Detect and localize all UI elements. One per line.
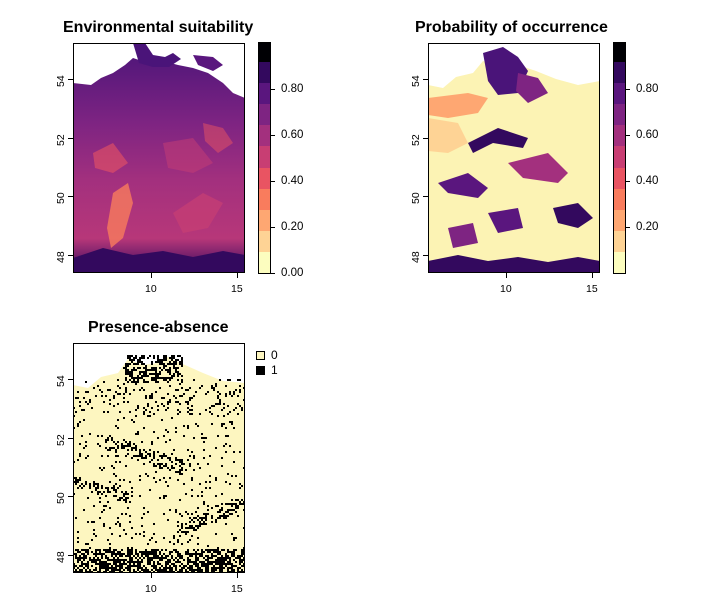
- y-tick: [68, 438, 73, 439]
- colorbar-segment: [614, 209, 625, 231]
- colorbar-segment: [259, 188, 270, 210]
- colorbar-segment: [259, 103, 270, 126]
- panel-title: Probability of occurrence: [415, 19, 608, 36]
- colorbar-label: 0.00: [281, 267, 304, 279]
- colorbar-segment: [259, 61, 270, 84]
- y-tick: [423, 79, 428, 80]
- map-raster: [73, 343, 245, 573]
- colorbar-tick: [626, 89, 630, 90]
- x-tick-label: 15: [231, 283, 243, 295]
- y-tick-label: 50: [410, 192, 422, 204]
- suitability-map-image: [73, 43, 245, 273]
- colorbar-segment: [259, 230, 270, 252]
- colorbar-segment: [259, 82, 270, 105]
- presence-map-image: [73, 343, 245, 573]
- colorbar-segment: [614, 43, 625, 63]
- x-tick: [237, 273, 238, 278]
- colorbar-tick: [271, 273, 275, 274]
- colorbar-segment: [259, 209, 270, 231]
- y-tick-label: 54: [55, 375, 67, 387]
- y-tick: [68, 196, 73, 197]
- y-tick-label: 48: [410, 251, 422, 263]
- y-tick-label: 48: [55, 551, 67, 563]
- map-raster: [73, 43, 245, 273]
- colorbar-segment: [614, 251, 625, 273]
- x-tick-label: 10: [145, 283, 157, 295]
- colorbar-segment: [614, 230, 625, 252]
- colorbar-label: 0.80: [281, 83, 304, 95]
- y-tick-label: 54: [410, 75, 422, 87]
- panel-title: Presence-absence: [88, 319, 229, 336]
- colorbar-segment: [614, 103, 625, 126]
- legend-swatch-1: [256, 366, 265, 375]
- y-tick: [68, 255, 73, 256]
- colorbar-tick: [626, 181, 630, 182]
- y-tick: [423, 196, 428, 197]
- y-tick: [68, 555, 73, 556]
- y-tick: [423, 138, 428, 139]
- colorbar-label: 0.20: [636, 221, 659, 233]
- colorbar-segment: [259, 145, 270, 168]
- colorbar-label: 0.80: [636, 83, 659, 95]
- colorbar-label: 0.40: [636, 175, 659, 187]
- y-tick: [68, 379, 73, 380]
- x-tick-label: 15: [231, 583, 243, 595]
- colorbar-label: 0.60: [636, 129, 659, 141]
- colorbar-segment: [614, 82, 625, 105]
- colorbar-tick: [626, 227, 630, 228]
- colorbar-tick: [271, 135, 275, 136]
- y-tick-label: 48: [55, 251, 67, 263]
- colorbar-tick: [271, 181, 275, 182]
- colorbar-segment: [614, 124, 625, 147]
- colorbar-label: 0.60: [281, 129, 304, 141]
- colorbar-segment: [614, 167, 625, 189]
- y-tick: [68, 79, 73, 80]
- colorbar-segment: [259, 167, 270, 189]
- colorbar-label: 0.40: [281, 175, 304, 187]
- colorbar: [258, 42, 271, 274]
- legend-swatch-0: [256, 351, 265, 360]
- x-tick-label: 15: [586, 283, 598, 295]
- colorbar-tick: [271, 227, 275, 228]
- colorbar-segment: [614, 188, 625, 210]
- x-tick: [151, 273, 152, 278]
- x-tick-label: 10: [500, 283, 512, 295]
- y-tick: [68, 138, 73, 139]
- colorbar-label: 0.20: [281, 221, 304, 233]
- colorbar-segment: [614, 61, 625, 84]
- y-tick-label: 50: [55, 192, 67, 204]
- x-tick-label: 10: [145, 583, 157, 595]
- y-tick-label: 54: [55, 75, 67, 87]
- x-tick: [592, 273, 593, 278]
- x-tick: [237, 573, 238, 578]
- y-tick-label: 52: [55, 134, 67, 146]
- y-tick: [423, 255, 428, 256]
- map-raster: [428, 43, 600, 273]
- x-tick: [506, 273, 507, 278]
- colorbar: [613, 42, 626, 274]
- legend-label-0: 0: [271, 348, 278, 362]
- legend-label-1: 1: [271, 363, 278, 377]
- colorbar-segment: [259, 124, 270, 147]
- colorbar-segment: [259, 43, 270, 63]
- probability-map-image: [428, 43, 600, 273]
- y-tick-label: 52: [410, 134, 422, 146]
- y-tick-label: 52: [55, 434, 67, 446]
- x-tick: [151, 573, 152, 578]
- y-tick: [68, 496, 73, 497]
- y-tick-label: 50: [55, 492, 67, 504]
- colorbar-segment: [259, 251, 270, 273]
- colorbar-tick: [626, 135, 630, 136]
- colorbar-segment: [614, 145, 625, 168]
- panel-title: Environmental suitability: [63, 19, 254, 36]
- colorbar-tick: [271, 89, 275, 90]
